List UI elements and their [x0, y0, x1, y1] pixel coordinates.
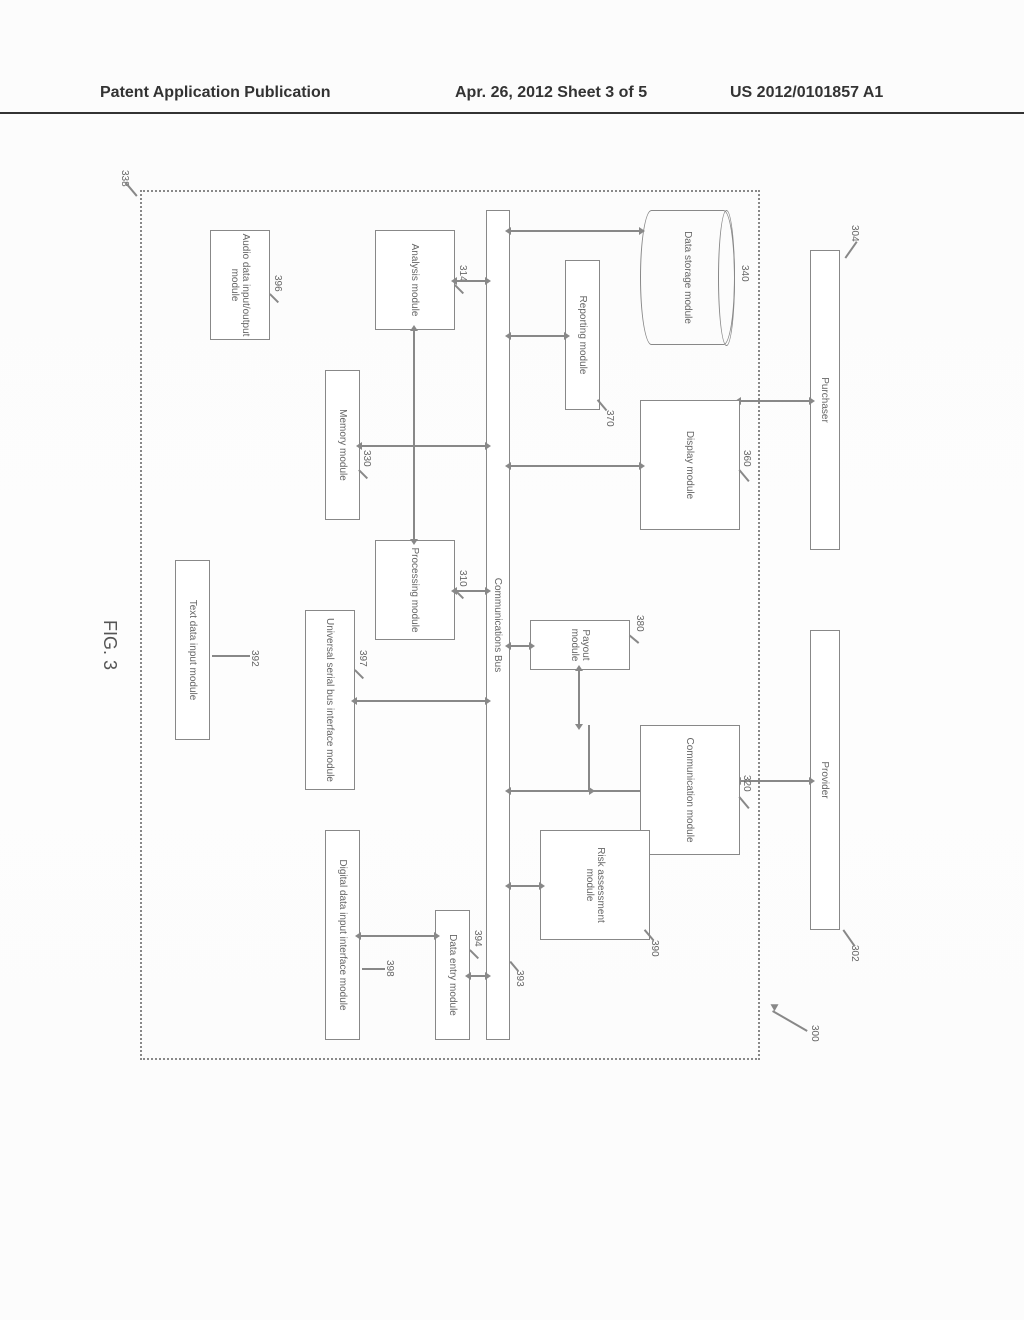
connector — [510, 335, 565, 337]
connector — [510, 465, 640, 467]
connector — [456, 590, 486, 592]
ref-line — [125, 182, 138, 197]
diagram-rotated: Purchaser 304 Provider 302 300 338 Data … — [90, 170, 850, 1130]
data-entry-ref: 394 — [472, 930, 483, 947]
risk-assessment-module: Risk assessment module — [540, 830, 650, 940]
communication-module: Communication module — [640, 725, 740, 855]
connector — [510, 645, 530, 647]
usb-ref: 397 — [357, 650, 368, 667]
memory-module: Memory module — [325, 370, 360, 520]
connector — [590, 790, 640, 792]
payout-module: Payout module — [530, 620, 630, 670]
communication-ref: 320 — [741, 775, 752, 792]
processing-module: Processing module — [375, 540, 455, 640]
diagram-canvas: Purchaser 304 Provider 302 300 338 Data … — [90, 170, 850, 1130]
usb-module: Universal serial bus interface module — [305, 610, 355, 790]
header-patent-number: US 2012/0101857 A1 — [730, 84, 883, 102]
header-publication: Patent Application Publication — [100, 84, 331, 102]
processing-ref: 310 — [457, 570, 468, 587]
reporting-module: Reporting module — [565, 260, 600, 410]
connector — [510, 885, 540, 887]
memory-ref: 330 — [361, 450, 372, 467]
provider-ref: 302 — [849, 945, 860, 962]
display-ref: 360 — [741, 450, 752, 467]
connector — [456, 280, 486, 282]
analysis-module: Analysis module — [375, 230, 455, 330]
ref-line — [212, 655, 250, 657]
ref-line — [362, 968, 385, 970]
payout-ref: 380 — [634, 615, 645, 632]
arrowhead-icon — [768, 1001, 778, 1011]
system-ref-arrow — [772, 1010, 807, 1031]
reporting-ref: 370 — [604, 410, 615, 427]
connector — [360, 935, 435, 937]
risk-ref: 390 — [649, 940, 660, 957]
audio-module: Audio data input/output module — [210, 230, 270, 340]
audio-ref: 396 — [272, 275, 283, 292]
data-storage-ref: 340 — [739, 265, 750, 282]
text-input-ref: 392 — [249, 650, 260, 667]
connector — [510, 790, 590, 792]
system-ref: 300 — [809, 1025, 820, 1042]
display-module: Display module — [640, 400, 740, 530]
connector — [414, 330, 416, 540]
digital-ref: 398 — [384, 960, 395, 977]
connector — [470, 975, 486, 977]
ref-line — [845, 241, 858, 258]
text-input-module: Text data input module — [175, 560, 210, 740]
data-storage-module: Data storage module — [640, 210, 735, 345]
purchaser-ref: 304 — [849, 225, 860, 242]
connector — [510, 230, 640, 232]
figure-label: FIG. 3 — [99, 620, 120, 670]
connector — [579, 670, 581, 725]
connector — [361, 445, 486, 447]
connector — [356, 700, 486, 702]
page-header: Patent Application Publication Apr. 26, … — [0, 84, 1024, 114]
comm-bus-ref: 393 — [514, 970, 525, 987]
header-date-sheet: Apr. 26, 2012 Sheet 3 of 5 — [455, 84, 647, 102]
page: Patent Application Publication Apr. 26, … — [0, 0, 1024, 1320]
connector — [589, 725, 591, 790]
connector — [740, 400, 810, 402]
